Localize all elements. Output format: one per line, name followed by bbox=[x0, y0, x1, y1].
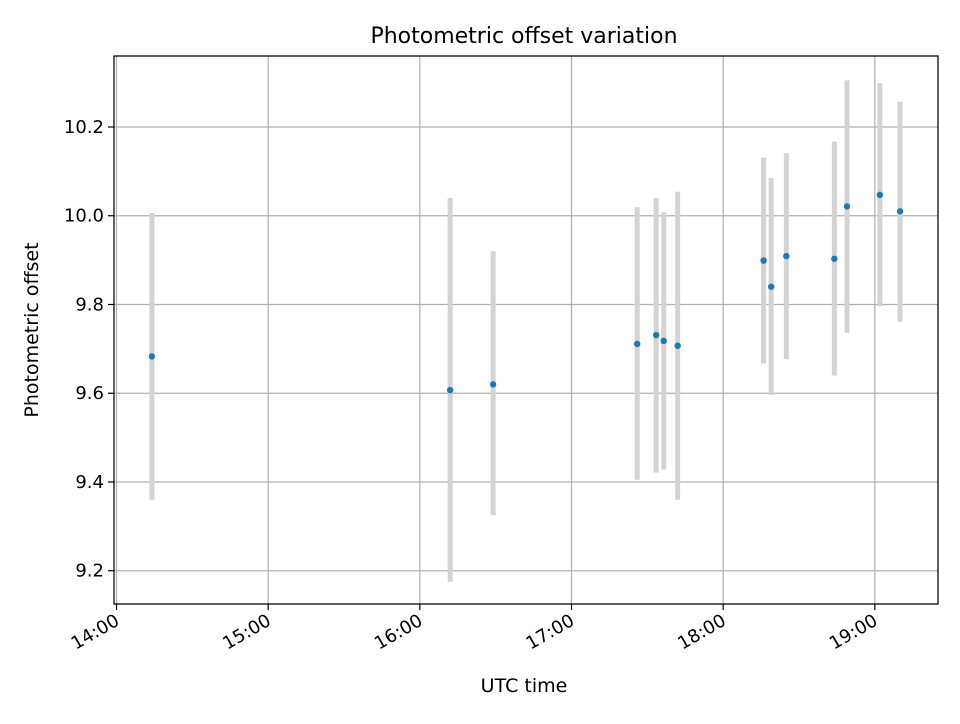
data-point bbox=[760, 257, 767, 264]
data-point bbox=[674, 342, 681, 349]
data-point bbox=[489, 381, 497, 388]
y-tick-label: 10.0 bbox=[64, 206, 104, 227]
data-point bbox=[843, 203, 851, 210]
y-axis-label: Photometric offset bbox=[21, 242, 43, 417]
y-axis-ticks: 9.2 9.4 9.6 9.8 10.0 10.2 bbox=[64, 117, 114, 582]
x-axis-label: UTC time bbox=[481, 675, 568, 697]
data-points-layer bbox=[148, 191, 904, 394]
y-tick-label: 10.2 bbox=[64, 117, 104, 138]
y-tick-label: 9.4 bbox=[75, 472, 104, 493]
data-point bbox=[876, 191, 884, 199]
data-point bbox=[634, 340, 641, 348]
data-point bbox=[783, 252, 790, 260]
y-tick-label: 9.8 bbox=[75, 294, 104, 315]
data-point bbox=[446, 386, 454, 394]
data-point bbox=[896, 208, 904, 215]
chart-title: Photometric offset variation bbox=[370, 24, 677, 49]
data-point bbox=[831, 255, 838, 262]
y-tick-label: 9.6 bbox=[75, 383, 104, 404]
data-point bbox=[148, 353, 156, 360]
data-point bbox=[767, 283, 775, 290]
grid-lines bbox=[114, 56, 938, 604]
plot-frame bbox=[113, 55, 939, 605]
y-tick-label: 9.2 bbox=[75, 561, 104, 582]
data-point bbox=[652, 331, 660, 339]
data-point bbox=[660, 337, 667, 345]
